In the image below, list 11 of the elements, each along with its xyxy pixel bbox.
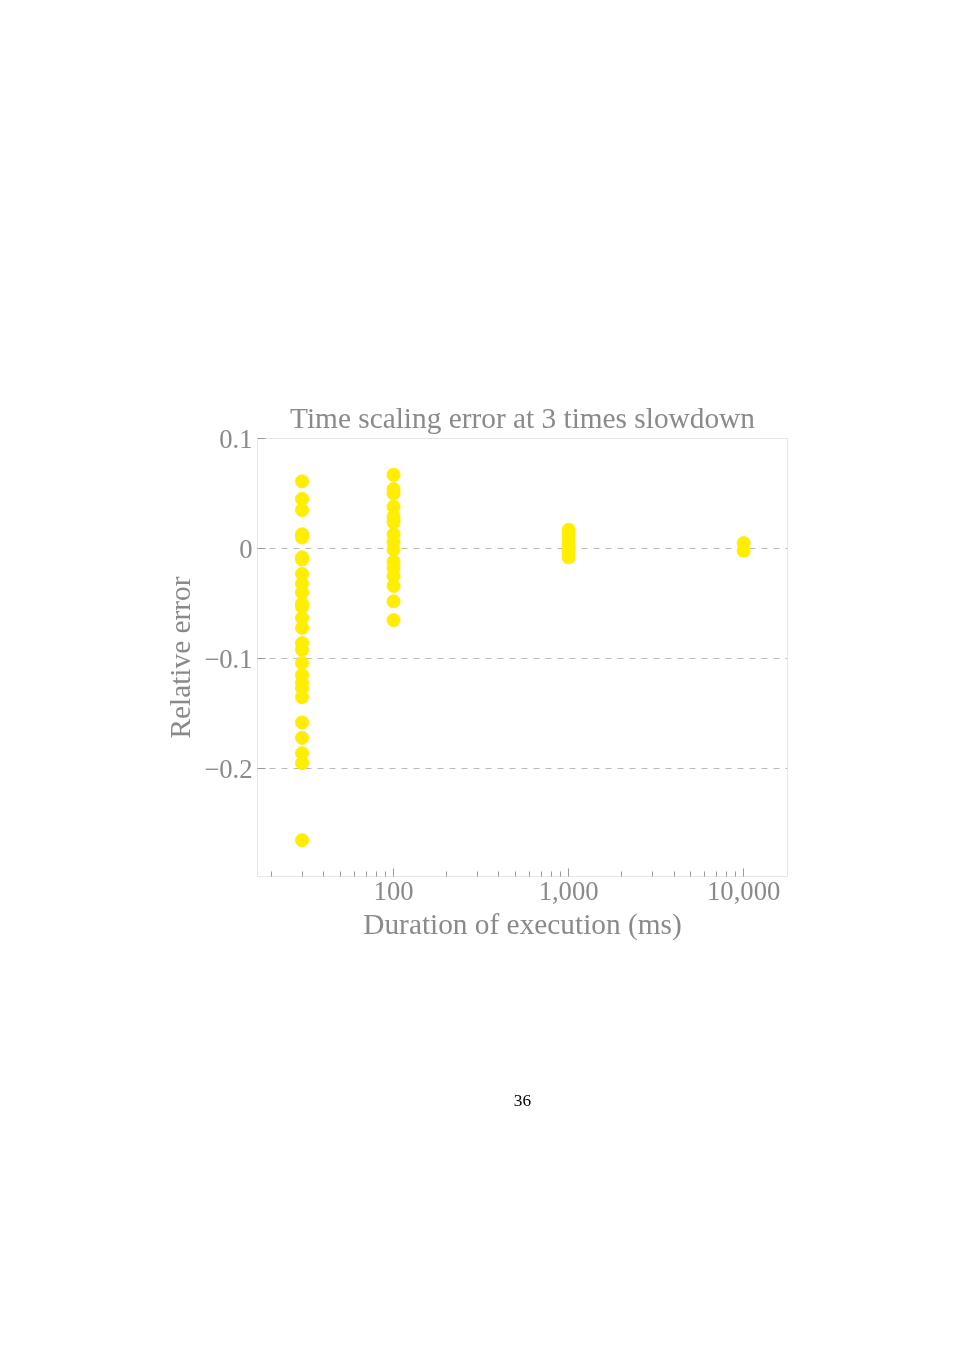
y-axis-title: Relative error bbox=[164, 576, 197, 739]
x-tick-label: 1,000 bbox=[538, 875, 599, 906]
x-tick-label: 100 bbox=[373, 875, 414, 906]
text: 36 bbox=[513, 1090, 532, 1110]
y-tick-label: 0 bbox=[239, 533, 253, 564]
chart-title: Time scaling error at 3 times slowdown bbox=[290, 401, 756, 434]
x-tick-label: 10,000 bbox=[707, 875, 781, 906]
y-tick-label: −0.2 bbox=[204, 753, 253, 784]
y-tick-label: −0.1 bbox=[204, 643, 253, 674]
y-tick-label: 0.1 bbox=[219, 423, 253, 454]
x-axis-title: Duration of execution (ms) bbox=[363, 907, 682, 941]
